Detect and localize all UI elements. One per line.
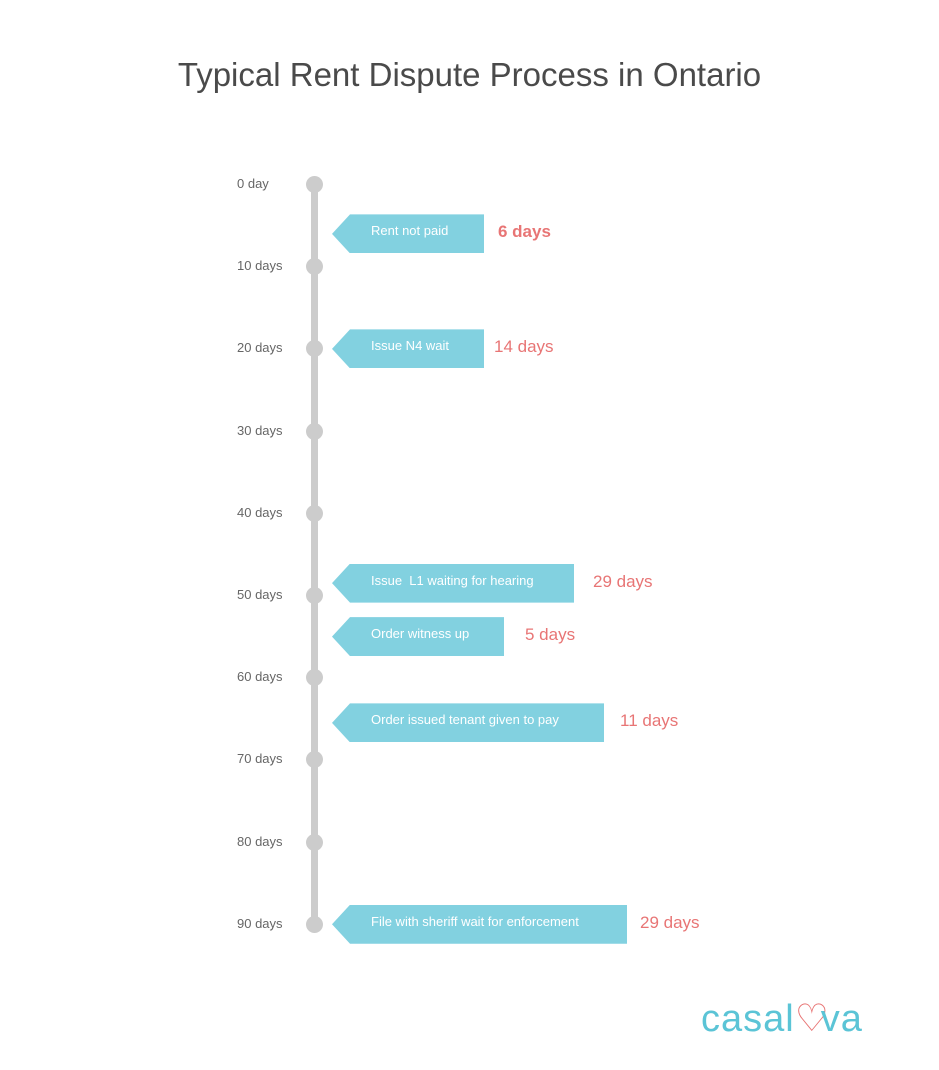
event-tag bbox=[332, 617, 504, 657]
event-duration: 5 days bbox=[525, 625, 576, 645]
event-duration: 29 days bbox=[593, 571, 653, 591]
timeline-event: File with sheriff wait for enforcement 29… bbox=[332, 904, 767, 944]
tick-dot bbox=[306, 176, 323, 193]
event-duration: 6 days bbox=[498, 222, 551, 242]
tick-label: 90 days bbox=[237, 915, 283, 931]
event-label: File with sheriff wait for enforcement bbox=[371, 913, 579, 929]
tick-label: 80 days bbox=[237, 833, 283, 849]
event-tag bbox=[332, 563, 574, 603]
tick-dot bbox=[306, 422, 323, 440]
diagram-title: Typical Rent Dispute Process in Ontario bbox=[177, 56, 762, 93]
tick-label: 60 days bbox=[237, 669, 283, 685]
event-label: Rent not paid bbox=[371, 223, 449, 239]
event-label: Issue N4 wait bbox=[371, 338, 450, 354]
heart-icon: ♡ bbox=[794, 998, 830, 1040]
tick-dot bbox=[306, 504, 323, 522]
event-label: Order witness up bbox=[371, 626, 470, 642]
tick-label: 0 day bbox=[237, 176, 269, 191]
event-duration: 29 days bbox=[640, 912, 700, 932]
casalova-logo: casal♡va bbox=[701, 996, 863, 1041]
event-label: Issue L1 waiting for hearing bbox=[371, 572, 534, 588]
logo-text-start: casal bbox=[701, 998, 795, 1040]
timeline-event: Order issued tenant given to pay 11 days bbox=[332, 703, 744, 743]
event-duration: 11 days bbox=[620, 711, 679, 731]
logo-text-end: va bbox=[820, 998, 863, 1040]
tick-label: 70 days bbox=[237, 751, 283, 767]
event-label: Order issued tenant given to pay bbox=[371, 712, 559, 728]
tick-dot bbox=[306, 833, 323, 851]
timeline-event: Order witness up 5 days bbox=[332, 617, 644, 657]
tick-dot bbox=[306, 258, 323, 276]
timeline-event: Issue N4 wait 14 days bbox=[332, 329, 624, 369]
event-tag bbox=[332, 329, 484, 369]
tick-label: 20 days bbox=[237, 340, 283, 356]
event-tag bbox=[332, 703, 604, 743]
tick-label: 10 days bbox=[237, 258, 283, 274]
timeline-event: Issue L1 waiting for hearing 29 days bbox=[332, 563, 714, 603]
timeline-event: Rent not paid 6 days bbox=[332, 214, 624, 254]
tick-dot bbox=[306, 751, 323, 769]
tick-label: 30 days bbox=[237, 422, 283, 438]
event-tag bbox=[332, 214, 484, 254]
timeline-axis bbox=[311, 184, 318, 926]
tick-dot bbox=[306, 669, 323, 687]
tick-label: 50 days bbox=[237, 587, 283, 602]
tick-dot bbox=[306, 915, 323, 933]
event-duration: 14 days bbox=[494, 337, 554, 357]
tick-dot bbox=[306, 340, 323, 358]
event-tag bbox=[332, 904, 627, 944]
tick-dot bbox=[306, 587, 323, 604]
tick-label: 40 days bbox=[237, 504, 283, 520]
